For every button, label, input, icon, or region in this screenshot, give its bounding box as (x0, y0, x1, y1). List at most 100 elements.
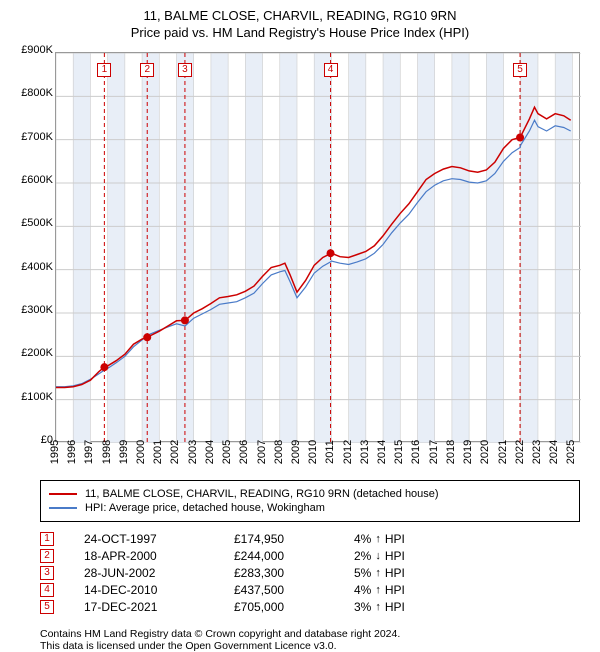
event-table: 124-OCT-1997£174,9504%↑HPI218-APR-2000£2… (40, 532, 580, 614)
event-suffix: HPI (385, 549, 405, 563)
legend-swatch (49, 507, 77, 509)
x-tick-label: 2021 (497, 440, 509, 464)
legend-swatch (49, 493, 77, 495)
event-price: £705,000 (234, 600, 354, 614)
chart-svg (56, 53, 581, 443)
event-price: £437,500 (234, 583, 354, 597)
x-tick-label: 2017 (428, 440, 440, 464)
legend-label: 11, BALME CLOSE, CHARVIL, READING, RG10 … (85, 488, 439, 500)
event-row: 4 14-DEC-2010£437,5004% ↑ HPI (40, 583, 580, 597)
event-delta: 5%↑HPI (354, 566, 474, 580)
x-tick-label: 1995 (49, 440, 61, 464)
x-tick-label: 1998 (101, 440, 113, 464)
legend-row: 11, BALME CLOSE, CHARVIL, READING, RG10 … (49, 488, 571, 500)
event-date: 17-DEC-2021 (84, 600, 234, 614)
event-suffix: HPI (385, 583, 405, 597)
x-tick-label: 2020 (479, 440, 491, 464)
event-pct: 3% (354, 600, 371, 614)
x-tick-label: 2022 (514, 440, 526, 464)
x-tick-label: 2002 (169, 440, 181, 464)
x-axis-labels: 1995199619971998199920002001200220032004… (55, 440, 580, 470)
x-tick-label: 2001 (152, 440, 164, 464)
x-tick-label: 2025 (565, 440, 577, 464)
event-number: 4 (40, 583, 54, 597)
arrow-up-icon: ↑ (375, 601, 381, 613)
x-tick-label: 2016 (410, 440, 422, 464)
marker-label-5: 5 (513, 63, 527, 77)
legend-row: HPI: Average price, detached house, Woki… (49, 502, 571, 514)
title-line-1: 11, BALME CLOSE, CHARVIL, READING, RG10 … (10, 8, 590, 23)
event-suffix: HPI (385, 600, 405, 614)
event-row: 517-DEC-2021£705,0003%↑HPI (40, 600, 580, 614)
event-pct: 5% (354, 566, 371, 580)
event-row: 218-APR-2000£244,0002%↓HPI (40, 549, 580, 563)
x-tick-label: 1997 (83, 440, 95, 464)
event-delta: 4% ↑ HPI (354, 532, 474, 546)
y-tick-label: £600K (8, 174, 53, 186)
event-suffix: HPI (385, 566, 405, 580)
x-tick-label: 2013 (359, 440, 371, 464)
x-tick-label: 2023 (531, 440, 543, 464)
marker-label-1: 1 (97, 63, 111, 77)
x-tick-label: 2008 (273, 440, 285, 464)
x-tick-label: 2024 (548, 440, 560, 464)
event-delta: 3% ↑ HPI (354, 600, 474, 614)
y-axis-labels: £0£100K£200K£300K£400K£500K£600K£700K£80… (8, 50, 53, 440)
x-tick-label: 2010 (307, 440, 319, 464)
x-tick-label: 2014 (376, 440, 388, 464)
event-pct: 4% (354, 583, 371, 597)
footer-line-1: Contains HM Land Registry data © Crown c… (40, 628, 580, 640)
arrow-up-icon: ↑ (375, 533, 381, 545)
event-number: 1 (40, 532, 54, 546)
event-number: 2 (40, 549, 54, 563)
legend-box: 11, BALME CLOSE, CHARVIL, READING, RG10 … (40, 480, 580, 522)
x-tick-label: 2015 (393, 440, 405, 464)
event-delta: 4% ↑ HPI (354, 583, 474, 597)
event-row: 3 28-JUN-2002£283,3005%↑HPI (40, 566, 580, 580)
event-row: 1 24-OCT-1997£174,9504% ↑ HPI (40, 532, 580, 546)
y-tick-label: £0 (8, 434, 53, 446)
y-tick-label: £200K (8, 347, 53, 359)
x-tick-label: 2007 (256, 440, 268, 464)
event-suffix: HPI (385, 532, 405, 546)
x-tick-label: 2019 (462, 440, 474, 464)
y-tick-label: £800K (8, 87, 53, 99)
marker-label-3: 3 (178, 63, 192, 77)
x-tick-label: 2004 (204, 440, 216, 464)
x-tick-label: 2006 (238, 440, 250, 464)
chart-title-block: 11, BALME CLOSE, CHARVIL, READING, RG10 … (0, 0, 600, 44)
event-date: 18-APR-2000 (84, 549, 234, 563)
event-number: 3 (40, 566, 54, 580)
event-price: £244,000 (234, 549, 354, 563)
x-tick-label: 1996 (66, 440, 78, 464)
x-tick-label: 1999 (118, 440, 130, 464)
event-price: £174,950 (234, 532, 354, 546)
arrow-up-icon: ↑ (375, 584, 381, 596)
event-date: 28-JUN-2002 (84, 566, 234, 580)
legend-label: HPI: Average price, detached house, Woki… (85, 502, 325, 514)
x-tick-label: 2012 (342, 440, 354, 464)
y-tick-label: £500K (8, 217, 53, 229)
x-tick-label: 2009 (290, 440, 302, 464)
marker-label-2: 2 (140, 63, 154, 77)
x-tick-label: 2018 (445, 440, 457, 464)
event-pct: 4% (354, 532, 371, 546)
footer-line-2: This data is licensed under the Open Gov… (40, 640, 580, 652)
event-price: £283,300 (234, 566, 354, 580)
y-tick-label: £400K (8, 261, 53, 273)
y-tick-label: £900K (8, 44, 53, 56)
event-date: 14-DEC-2010 (84, 583, 234, 597)
title-line-2: Price paid vs. HM Land Registry's House … (10, 25, 590, 40)
arrow-down-icon: ↓ (375, 550, 381, 562)
x-tick-label: 2003 (187, 440, 199, 464)
y-tick-label: £700K (8, 131, 53, 143)
footer-attribution: Contains HM Land Registry data © Crown c… (40, 628, 580, 652)
event-delta: 2%↓HPI (354, 549, 474, 563)
event-date: 24-OCT-1997 (84, 532, 234, 546)
y-tick-label: £100K (8, 391, 53, 403)
x-tick-label: 2011 (324, 440, 336, 464)
y-tick-label: £300K (8, 304, 53, 316)
x-tick-label: 2000 (135, 440, 147, 464)
marker-label-4: 4 (324, 63, 338, 77)
chart-plot-area: 1 2 3 4 5 (55, 52, 580, 442)
